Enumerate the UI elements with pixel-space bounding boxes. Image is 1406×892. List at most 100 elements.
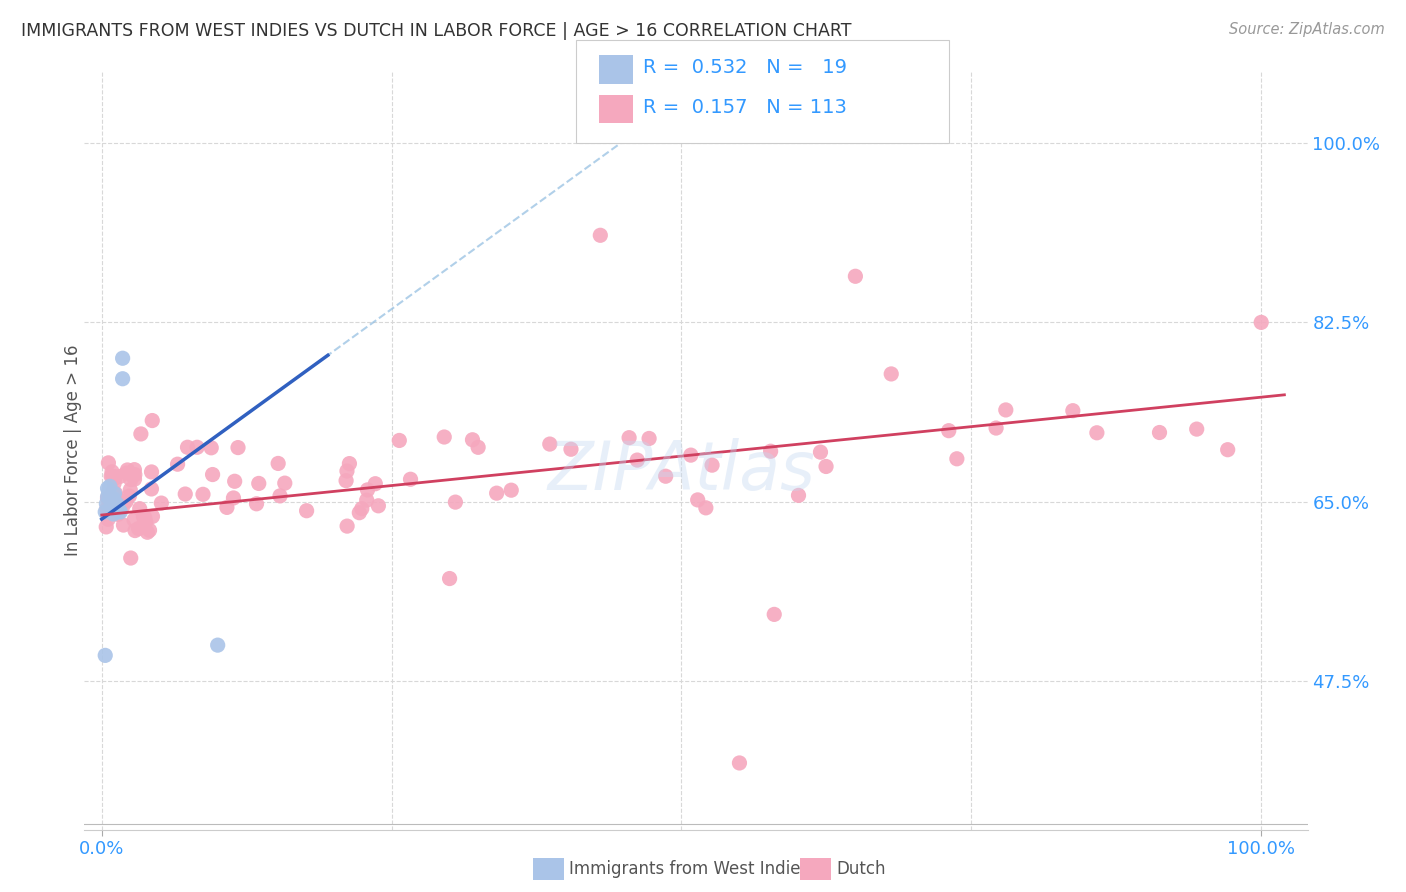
Point: [679, 448, 702, 462]
Text: ZIPAtlas: ZIPAtlas: [547, 438, 815, 504]
Point: [141, 413, 163, 427]
Point: [215, 500, 238, 515]
Point: [96, 490, 118, 504]
Point: [349, 506, 371, 520]
Point: [844, 269, 866, 284]
Point: [118, 489, 141, 503]
Point: [994, 403, 1017, 417]
Point: [1062, 403, 1084, 417]
Point: [108, 469, 131, 483]
Point: [247, 476, 270, 491]
Point: [638, 432, 661, 446]
Point: [100, 494, 122, 508]
Point: [201, 467, 224, 482]
Point: [105, 497, 128, 511]
Point: [1185, 422, 1208, 436]
Point: [226, 441, 249, 455]
Point: [810, 445, 832, 459]
Point: [439, 572, 461, 586]
Point: [815, 459, 838, 474]
Point: [124, 463, 146, 477]
Point: [98, 479, 121, 493]
Point: [274, 476, 297, 491]
Text: Source: ZipAtlas.com: Source: ZipAtlas.com: [1229, 22, 1385, 37]
Point: [103, 486, 125, 500]
Point: [97, 512, 120, 526]
Text: Immigrants from West Indies: Immigrants from West Indies: [569, 860, 810, 878]
Point: [1216, 442, 1239, 457]
Point: [138, 523, 160, 537]
Point: [96, 482, 118, 496]
Point: [103, 491, 125, 506]
Point: [120, 551, 142, 566]
Point: [96, 497, 118, 511]
Point: [269, 489, 291, 503]
Point: [98, 491, 121, 505]
Point: [695, 500, 717, 515]
Point: [141, 465, 163, 479]
Point: [96, 520, 118, 534]
Point: [617, 431, 640, 445]
Point: [97, 456, 120, 470]
Text: R =  0.532   N =   19: R = 0.532 N = 19: [643, 58, 846, 78]
Point: [336, 519, 359, 533]
Point: [200, 441, 222, 455]
Point: [626, 453, 648, 467]
Point: [245, 497, 267, 511]
Point: [141, 482, 163, 496]
Text: R =  0.157   N = 113: R = 0.157 N = 113: [643, 97, 846, 117]
Point: [128, 522, 150, 536]
Point: [728, 756, 751, 770]
Point: [461, 433, 484, 447]
Point: [501, 483, 523, 498]
Point: [141, 509, 163, 524]
Point: [350, 501, 373, 516]
Point: [134, 510, 156, 524]
Point: [104, 486, 127, 500]
Point: [111, 372, 134, 386]
Point: [124, 524, 146, 538]
Point: [136, 525, 159, 540]
Point: [356, 483, 378, 497]
Point: [166, 457, 188, 471]
Point: [103, 507, 125, 521]
Point: [98, 490, 121, 504]
Point: [763, 607, 786, 622]
Point: [700, 458, 723, 472]
Point: [356, 493, 378, 508]
Point: [101, 465, 124, 479]
Point: [122, 513, 145, 527]
Point: [115, 494, 138, 508]
Point: [1085, 425, 1108, 440]
Point: [96, 501, 118, 516]
Point: [364, 476, 387, 491]
Point: [759, 444, 782, 458]
Point: [132, 509, 155, 524]
Point: [124, 472, 146, 486]
Point: [107, 508, 129, 522]
Point: [124, 467, 146, 482]
Point: [115, 466, 138, 480]
Point: [295, 504, 318, 518]
Point: [117, 463, 139, 477]
Point: [108, 493, 131, 508]
Point: [94, 648, 117, 663]
Point: [108, 499, 131, 513]
Point: [103, 472, 125, 486]
Point: [110, 505, 132, 519]
Point: [108, 503, 131, 517]
Point: [560, 442, 582, 457]
Point: [111, 351, 134, 366]
Point: [150, 496, 173, 510]
Point: [100, 469, 122, 483]
Point: [444, 495, 467, 509]
Point: [135, 515, 157, 529]
Point: [686, 492, 709, 507]
Point: [96, 491, 118, 506]
Point: [267, 457, 290, 471]
Point: [174, 487, 197, 501]
Point: [984, 421, 1007, 435]
Point: [120, 473, 142, 487]
Y-axis label: In Labor Force | Age > 16: In Labor Force | Age > 16: [65, 344, 82, 557]
Point: [120, 483, 142, 497]
